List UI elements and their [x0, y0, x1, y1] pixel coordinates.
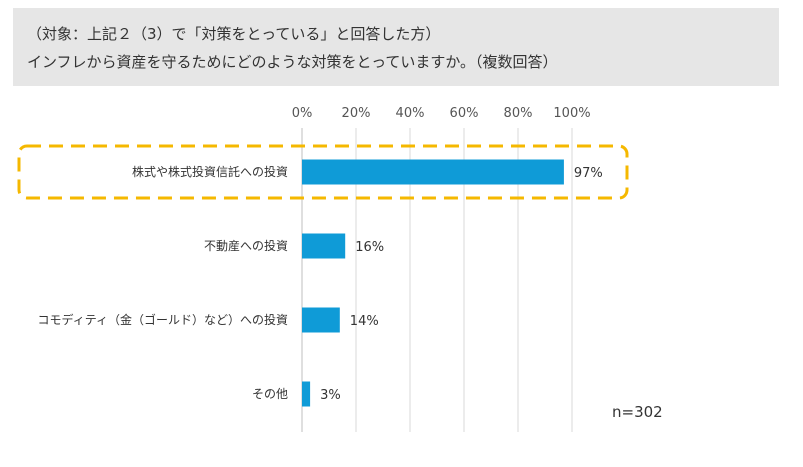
value-label: 14%	[350, 314, 379, 329]
x-tick-label: 80%	[504, 106, 533, 121]
category-label: その他	[252, 387, 288, 401]
bar	[302, 159, 564, 185]
x-tick-label: 60%	[450, 106, 479, 121]
bar	[302, 307, 340, 333]
sample-size-label: n=302	[612, 403, 663, 421]
question-text-line: インフレから資産を守るためにどのような対策をとっていますか。（複数回答）	[27, 53, 558, 71]
highlight-box	[17, 144, 629, 200]
value-label: 16%	[355, 240, 384, 255]
x-tick-label: 40%	[396, 106, 425, 121]
value-label: 97%	[574, 166, 603, 181]
category-label: 株式や株式投資信託への投資	[132, 164, 288, 179]
bar	[302, 381, 311, 407]
question-target-line: （対象：上記２（3）で「対策をとっている」と回答した方）	[27, 25, 441, 43]
x-tick-label: 0%	[292, 106, 313, 121]
x-tick-label: 20%	[342, 106, 371, 121]
bar	[302, 233, 346, 259]
value-label: 3%	[320, 388, 341, 403]
category-label: コモディティ（金（ゴールド）など）への投資	[38, 312, 288, 327]
question-header: （対象：上記２（3）で「対策をとっている」と回答した方） インフレから資産を守る…	[13, 8, 779, 86]
x-tick-label: 100%	[553, 106, 590, 121]
category-label: 不動産への投資	[204, 238, 288, 253]
